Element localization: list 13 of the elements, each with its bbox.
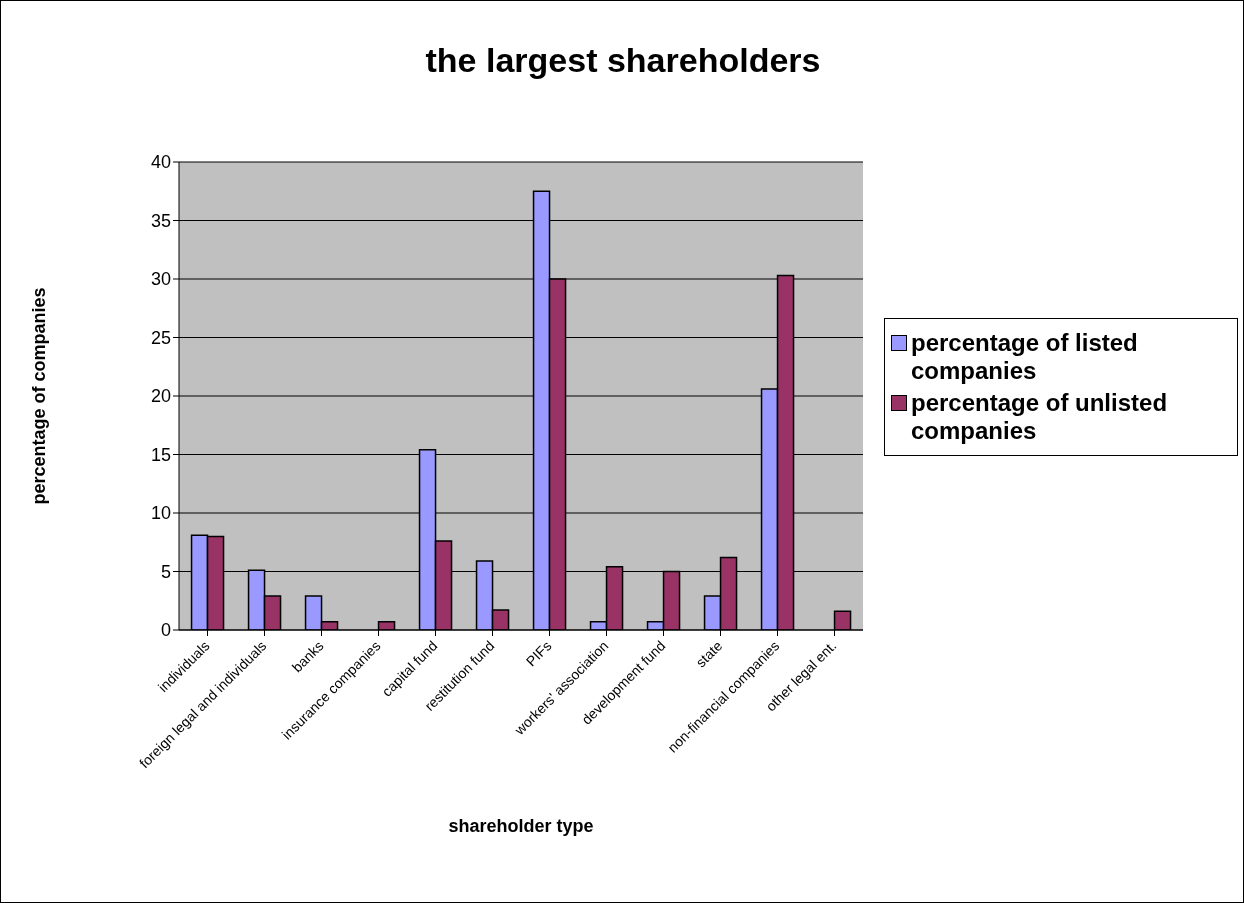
y-tick-label: 10 [150, 503, 171, 524]
x-axis-title: shareholder type [447, 816, 595, 837]
y-tick-label: 0 [160, 620, 171, 641]
chart-title: the largest shareholders [424, 41, 822, 80]
legend-label: percentage of unlisted companies [911, 389, 1169, 445]
y-tick-label: 30 [150, 269, 171, 290]
y-tick-label: 40 [150, 152, 171, 173]
y-tick-label: 5 [160, 561, 171, 582]
y-tick-label: 20 [150, 386, 171, 407]
y-tick-label: 15 [150, 444, 171, 465]
y-axis-title: percentage of companies [29, 287, 50, 505]
y-tick-label: 35 [150, 210, 171, 231]
y-tick-label: 25 [150, 327, 171, 348]
